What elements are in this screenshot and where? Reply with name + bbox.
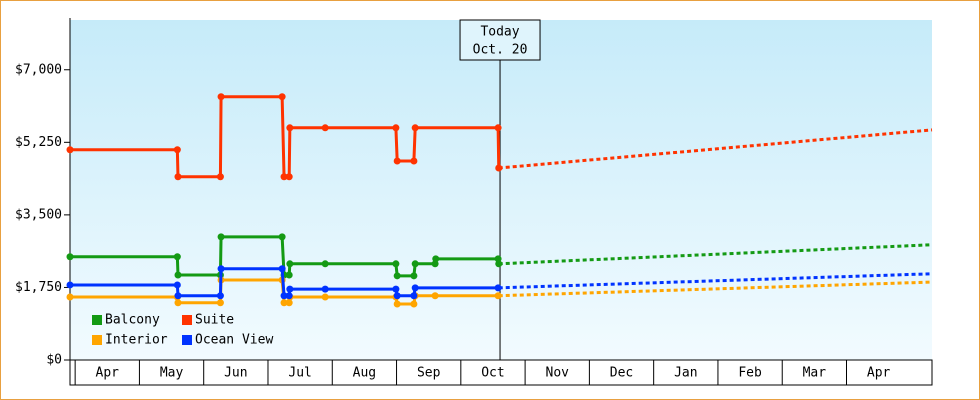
point (410, 300, 418, 308)
x-tick-label: Oct (481, 366, 504, 381)
point (285, 299, 293, 307)
point (216, 299, 224, 307)
series-line (70, 95, 501, 179)
point (410, 292, 418, 300)
x-tick-label: Jun (224, 366, 247, 381)
point (321, 260, 329, 268)
point (392, 260, 400, 268)
point (495, 164, 503, 172)
point (321, 124, 329, 132)
x-tick-label: Sep (417, 366, 441, 381)
point (66, 293, 74, 301)
point (286, 260, 294, 268)
point (66, 146, 74, 154)
y-tick-label: $7,000 (15, 62, 62, 77)
forecast-line (498, 128, 933, 170)
point (494, 124, 502, 132)
point (216, 292, 224, 300)
point (285, 173, 293, 181)
point (431, 292, 439, 300)
point (321, 285, 329, 293)
legend-label: Interior (105, 333, 168, 348)
point (411, 284, 419, 292)
point (411, 260, 419, 268)
point (278, 265, 286, 273)
x-tick-label: Apr (96, 366, 120, 381)
point (410, 157, 418, 165)
point (280, 292, 288, 300)
y-tick-label: $3,500 (15, 207, 62, 222)
point (392, 285, 400, 293)
legend-swatch (182, 315, 192, 325)
point (286, 124, 294, 132)
point (66, 253, 74, 261)
x-tick-label: Aug (353, 366, 376, 381)
point (285, 271, 293, 279)
point (495, 260, 503, 268)
point (278, 93, 286, 101)
point (432, 255, 440, 263)
today-date: Oct. 20 (473, 43, 528, 58)
x-tick-label: Jul (288, 366, 311, 381)
y-tick-label: $5,250 (15, 135, 62, 150)
today-box (459, 19, 541, 61)
x-tick-label: Apr (867, 366, 891, 381)
legend-label: Ocean View (195, 333, 273, 348)
point (280, 173, 288, 181)
legend-label: Suite (195, 313, 234, 328)
y-tick-label: $0 (46, 353, 62, 368)
legend-swatch (182, 335, 192, 345)
point (393, 300, 401, 308)
point (411, 124, 419, 132)
forecast-line (498, 243, 933, 266)
x-tick-label: Dec (610, 366, 633, 381)
point (280, 299, 288, 307)
y-tick-label: $1,750 (15, 280, 62, 295)
point (410, 272, 418, 280)
plot-area (70, 20, 932, 360)
point (173, 253, 181, 261)
point (393, 292, 401, 300)
legend-label: Balcony (105, 313, 160, 328)
point (174, 271, 182, 279)
point (174, 173, 182, 181)
point (217, 93, 225, 101)
point (174, 299, 182, 307)
point (285, 292, 293, 300)
point (286, 285, 294, 293)
x-tick-label: Jan (674, 366, 697, 381)
point (66, 281, 74, 289)
x-tick-label: Feb (738, 366, 762, 381)
point (173, 281, 181, 289)
legend-swatch (92, 335, 102, 345)
point (393, 157, 401, 165)
x-tick-label: Nov (546, 366, 570, 381)
point (278, 233, 286, 241)
point (173, 146, 181, 154)
point (392, 124, 400, 132)
month-band (69, 359, 933, 386)
point (217, 265, 225, 273)
x-tick-label: Mar (803, 366, 827, 381)
point (494, 292, 502, 300)
today-label: Today (480, 25, 519, 40)
forecast-line (498, 280, 933, 298)
point (174, 292, 182, 300)
point (217, 233, 225, 241)
point (216, 173, 224, 181)
legend-swatch (92, 315, 102, 325)
point (393, 272, 401, 280)
x-tick-label: May (160, 366, 184, 381)
point (494, 284, 502, 292)
point (321, 293, 329, 301)
forecast-line (498, 272, 933, 290)
